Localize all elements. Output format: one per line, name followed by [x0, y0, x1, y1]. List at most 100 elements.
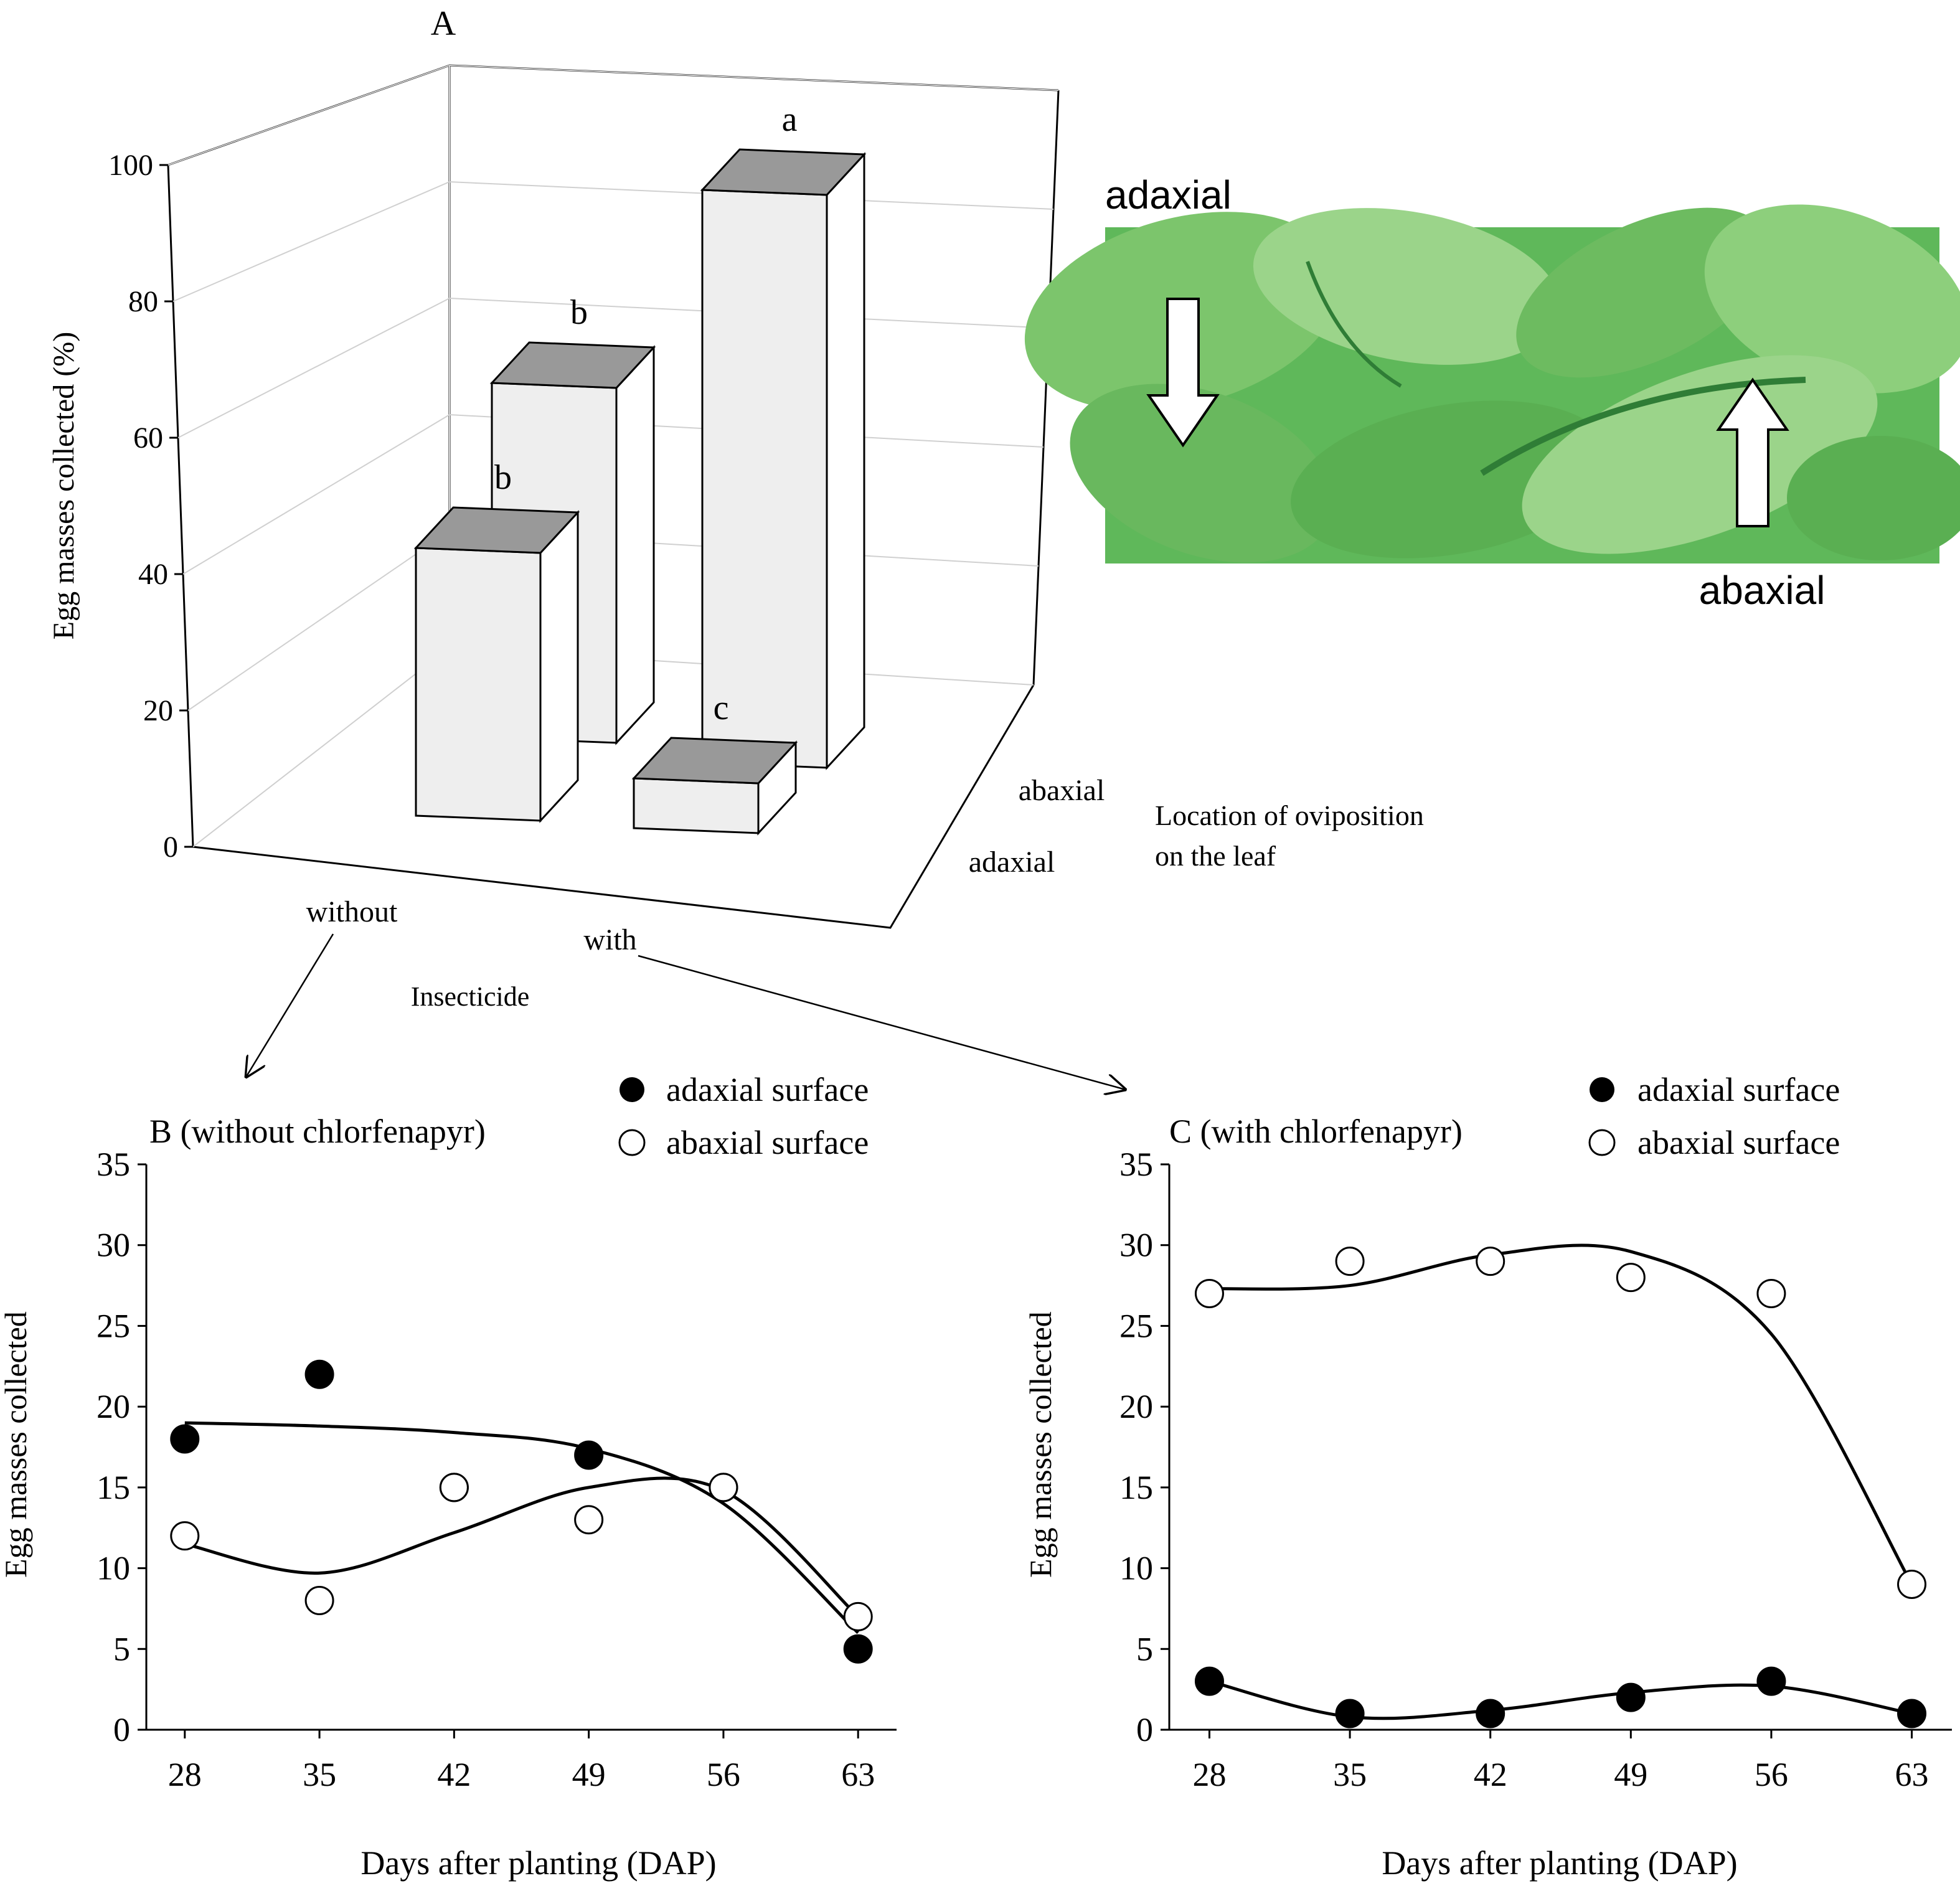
b-x-tick-label: 56	[707, 1756, 740, 1793]
c-x-tick-label: 28	[1192, 1756, 1226, 1793]
c-fit-curve-adaxial	[1209, 1679, 1913, 1720]
panel-b-series	[170, 1359, 873, 1664]
b-point-abaxial	[439, 1473, 469, 1502]
c-point-adaxial	[1194, 1666, 1224, 1696]
panel-a-bar-top	[413, 506, 580, 554]
b-y-tick-label: 5	[113, 1630, 130, 1667]
panel-a-bar-adaxial-with: c	[631, 689, 798, 836]
panel-a-y-axis: 0 20 40 60 80 100	[108, 149, 193, 864]
panel-a-y-tick-label: 80	[128, 285, 158, 318]
b-point-adaxial	[304, 1359, 334, 1389]
c-point-adaxial	[1756, 1666, 1786, 1696]
panel-a-bar-side	[826, 152, 865, 770]
panel-b-legend-adaxial-marker	[620, 1077, 644, 1102]
leaf-shapes	[1024, 204, 1960, 563]
panel-a-bars: b a b c	[413, 100, 867, 836]
panel-a-y-tick-label: 40	[138, 558, 168, 591]
panel-a-y-tick-label: 60	[133, 422, 163, 455]
photo-label-abaxial: abaxial	[1699, 568, 1826, 613]
b-fit-curve-adaxial	[184, 1421, 859, 1634]
arrow-to-panel-c	[638, 955, 1126, 1090]
panel-a-bar-front	[633, 777, 760, 834]
b-x-tick-label: 35	[303, 1756, 336, 1793]
panel-a-y-tick-label: 0	[163, 831, 178, 864]
panel-c-series	[1194, 1243, 1927, 1728]
panel-a-x-category-without: without	[306, 895, 398, 928]
panel-a-letter: A	[431, 4, 456, 43]
panel-a-bar-top	[631, 737, 798, 785]
b-y-tick-label: 25	[97, 1307, 130, 1344]
b-y-tick-label: 10	[97, 1550, 130, 1587]
panel-a-significance-letter: b	[570, 293, 588, 332]
panel-a-gridline	[167, 64, 1059, 166]
c-x-tick-label: 42	[1474, 1756, 1507, 1793]
c-point-abaxial	[1756, 1279, 1786, 1309]
c-point-abaxial	[1335, 1247, 1365, 1276]
photo-label-adaxial: adaxial	[1105, 172, 1232, 217]
panel-a-bar-side	[539, 510, 579, 823]
panel-c-x-axis-title: Days after planting (DAP)	[1382, 1844, 1737, 1882]
panel-c-scatter-chart: C (with chlorfenapyr) adaxial surface ab…	[1023, 1071, 1952, 1882]
c-y-tick-label: 5	[1136, 1630, 1153, 1667]
c-y-tick-label: 0	[1136, 1711, 1153, 1748]
panel-b-y-ticks: 0 5 10 15 20 25 30 35	[97, 1146, 146, 1748]
b-point-abaxial	[843, 1601, 873, 1631]
c-x-tick-label: 35	[1333, 1756, 1367, 1793]
c-point-adaxial	[1335, 1699, 1365, 1728]
panel-a-bar-front	[701, 189, 828, 769]
c-point-adaxial	[1616, 1682, 1646, 1712]
panel-a-bar-abaxial-with: a	[700, 100, 867, 770]
panel-a-bar-front	[415, 547, 542, 822]
c-point-adaxial	[1476, 1699, 1505, 1728]
c-x-tick-label: 49	[1614, 1756, 1647, 1793]
c-y-tick-label: 35	[1119, 1146, 1153, 1183]
arrow-down-adaxial-icon	[1146, 298, 1220, 448]
panel-a-depth-category-adaxial: adaxial	[969, 846, 1055, 879]
panel-a-x-axis-title: Insecticide	[411, 981, 530, 1012]
b-point-abaxial	[304, 1585, 334, 1615]
panel-a-y-tick-label: 100	[108, 149, 153, 182]
panel-c-y-ticks: 0 5 10 15 20 25 30 35	[1119, 1146, 1169, 1748]
c-y-tick-label: 10	[1119, 1550, 1153, 1587]
b-point-adaxial	[843, 1634, 873, 1664]
b-y-tick-label: 15	[97, 1469, 130, 1506]
b-point-adaxial	[574, 1440, 604, 1470]
panel-c-legend-abaxial: abaxial surface	[1637, 1124, 1840, 1161]
panel-b-legend-abaxial-marker	[618, 1129, 646, 1156]
panel-c-legend-adaxial-marker	[1590, 1077, 1614, 1102]
panel-b-title: B (without chlorfenapyr)	[149, 1113, 486, 1150]
panel-b-legend-adaxial: adaxial surface	[666, 1071, 869, 1108]
panel-a-bar-top	[700, 148, 867, 196]
b-x-tick-label: 63	[841, 1756, 875, 1793]
c-x-tick-label: 63	[1895, 1756, 1929, 1793]
panel-a-y-axis-title: Egg masses collected (%)	[47, 332, 80, 639]
b-point-adaxial	[170, 1424, 200, 1454]
b-fit-curve-abaxial	[184, 1476, 859, 1618]
panel-b-x-axis-title: Days after planting (DAP)	[360, 1844, 716, 1882]
b-y-tick-label: 20	[97, 1388, 130, 1425]
panel-b-y-axis-title: Egg masses collected	[0, 1311, 33, 1578]
panel-c-y-axis-title: Egg masses collected	[1023, 1311, 1058, 1578]
panel-a-significance-letter: c	[714, 689, 729, 727]
panel-b-scatter-chart: B (without chlorfenapyr) adaxial surface…	[0, 1071, 897, 1882]
leaf-photo: adaxial abaxial	[1024, 172, 1960, 613]
panel-c-legend-adaxial: adaxial surface	[1637, 1071, 1840, 1108]
panel-a-significance-letter: a	[782, 100, 798, 139]
c-fit-curve-abaxial	[1209, 1243, 1913, 1585]
b-point-abaxial	[709, 1473, 738, 1502]
b-x-tick-label: 42	[437, 1756, 471, 1793]
c-point-abaxial	[1194, 1279, 1224, 1309]
panel-a-bar-side	[615, 345, 655, 745]
panel-c-title: C (with chlorfenapyr)	[1169, 1113, 1463, 1150]
c-point-adaxial	[1897, 1699, 1927, 1728]
c-y-tick-label: 30	[1119, 1227, 1153, 1264]
c-point-abaxial	[1616, 1263, 1646, 1293]
panel-a-y-tick-label: 20	[143, 694, 173, 727]
c-y-tick-label: 25	[1119, 1307, 1153, 1344]
b-point-abaxial	[170, 1521, 200, 1551]
panel-a-depth-title-line1: Location of oviposition	[1155, 799, 1424, 831]
panel-a-bar-adaxial-without: b	[413, 458, 580, 823]
panel-b-legend-abaxial: abaxial surface	[666, 1124, 869, 1161]
